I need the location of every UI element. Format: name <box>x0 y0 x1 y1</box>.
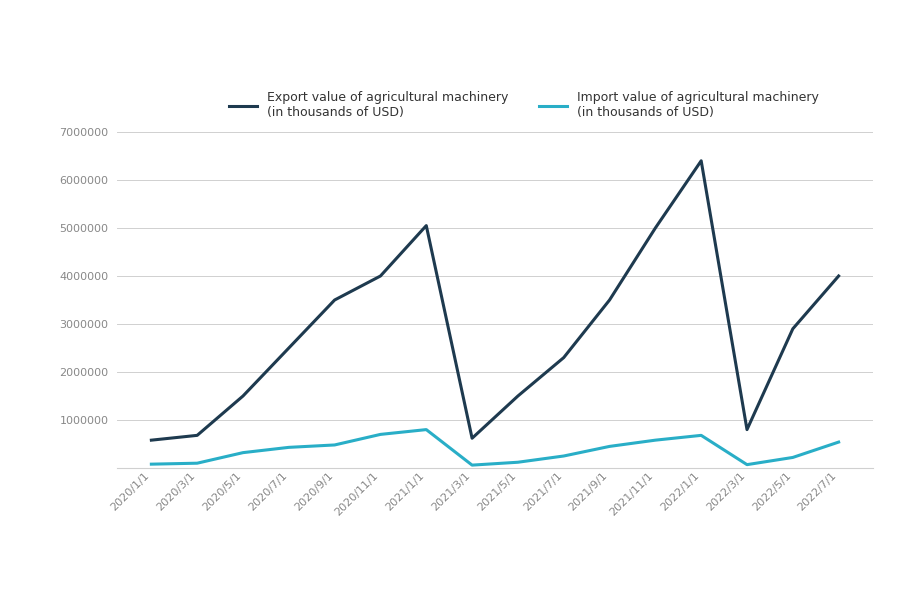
Line: Export value of agricultural machinery
(in thousands of USD): Export value of agricultural machinery (… <box>151 161 839 440</box>
Line: Import value of agricultural machinery
(in thousands of USD): Import value of agricultural machinery (… <box>151 430 839 465</box>
Import value of agricultural machinery
(in thousands of USD) <box>375 431 386 438</box>
Export value of agricultural machinery
(in thousands of USD) <box>512 392 523 400</box>
Export value of agricultural machinery
(in thousands of USD) <box>558 354 569 361</box>
Export value of agricultural machinery
(in thousands of USD) <box>696 157 706 164</box>
Import value of agricultural machinery
(in thousands of USD) <box>742 461 752 468</box>
Export value of agricultural machinery
(in thousands of USD) <box>604 296 615 304</box>
Import value of agricultural machinery
(in thousands of USD) <box>604 443 615 450</box>
Import value of agricultural machinery
(in thousands of USD) <box>696 432 706 439</box>
Export value of agricultural machinery
(in thousands of USD) <box>284 344 294 352</box>
Import value of agricultural machinery
(in thousands of USD) <box>558 452 569 460</box>
Export value of agricultural machinery
(in thousands of USD) <box>467 434 478 442</box>
Export value of agricultural machinery
(in thousands of USD) <box>238 392 248 400</box>
Export value of agricultural machinery
(in thousands of USD) <box>742 426 752 433</box>
Import value of agricultural machinery
(in thousands of USD) <box>421 426 432 433</box>
Export value of agricultural machinery
(in thousands of USD) <box>833 272 844 280</box>
Import value of agricultural machinery
(in thousands of USD) <box>650 437 661 444</box>
Export value of agricultural machinery
(in thousands of USD) <box>146 437 157 444</box>
Legend: Export value of agricultural machinery
(in thousands of USD), Import value of ag: Export value of agricultural machinery (… <box>230 91 819 119</box>
Import value of agricultural machinery
(in thousands of USD) <box>146 461 157 468</box>
Export value of agricultural machinery
(in thousands of USD) <box>650 224 661 232</box>
Export value of agricultural machinery
(in thousands of USD) <box>329 296 340 304</box>
Export value of agricultural machinery
(in thousands of USD) <box>192 432 202 439</box>
Import value of agricultural machinery
(in thousands of USD) <box>788 454 798 461</box>
Export value of agricultural machinery
(in thousands of USD) <box>375 272 386 280</box>
Import value of agricultural machinery
(in thousands of USD) <box>284 444 294 451</box>
Import value of agricultural machinery
(in thousands of USD) <box>329 442 340 449</box>
Import value of agricultural machinery
(in thousands of USD) <box>192 460 202 467</box>
Export value of agricultural machinery
(in thousands of USD) <box>421 222 432 229</box>
Import value of agricultural machinery
(in thousands of USD) <box>833 439 844 446</box>
Import value of agricultural machinery
(in thousands of USD) <box>238 449 248 456</box>
Import value of agricultural machinery
(in thousands of USD) <box>467 461 478 469</box>
Export value of agricultural machinery
(in thousands of USD) <box>788 325 798 332</box>
Import value of agricultural machinery
(in thousands of USD) <box>512 458 523 466</box>
